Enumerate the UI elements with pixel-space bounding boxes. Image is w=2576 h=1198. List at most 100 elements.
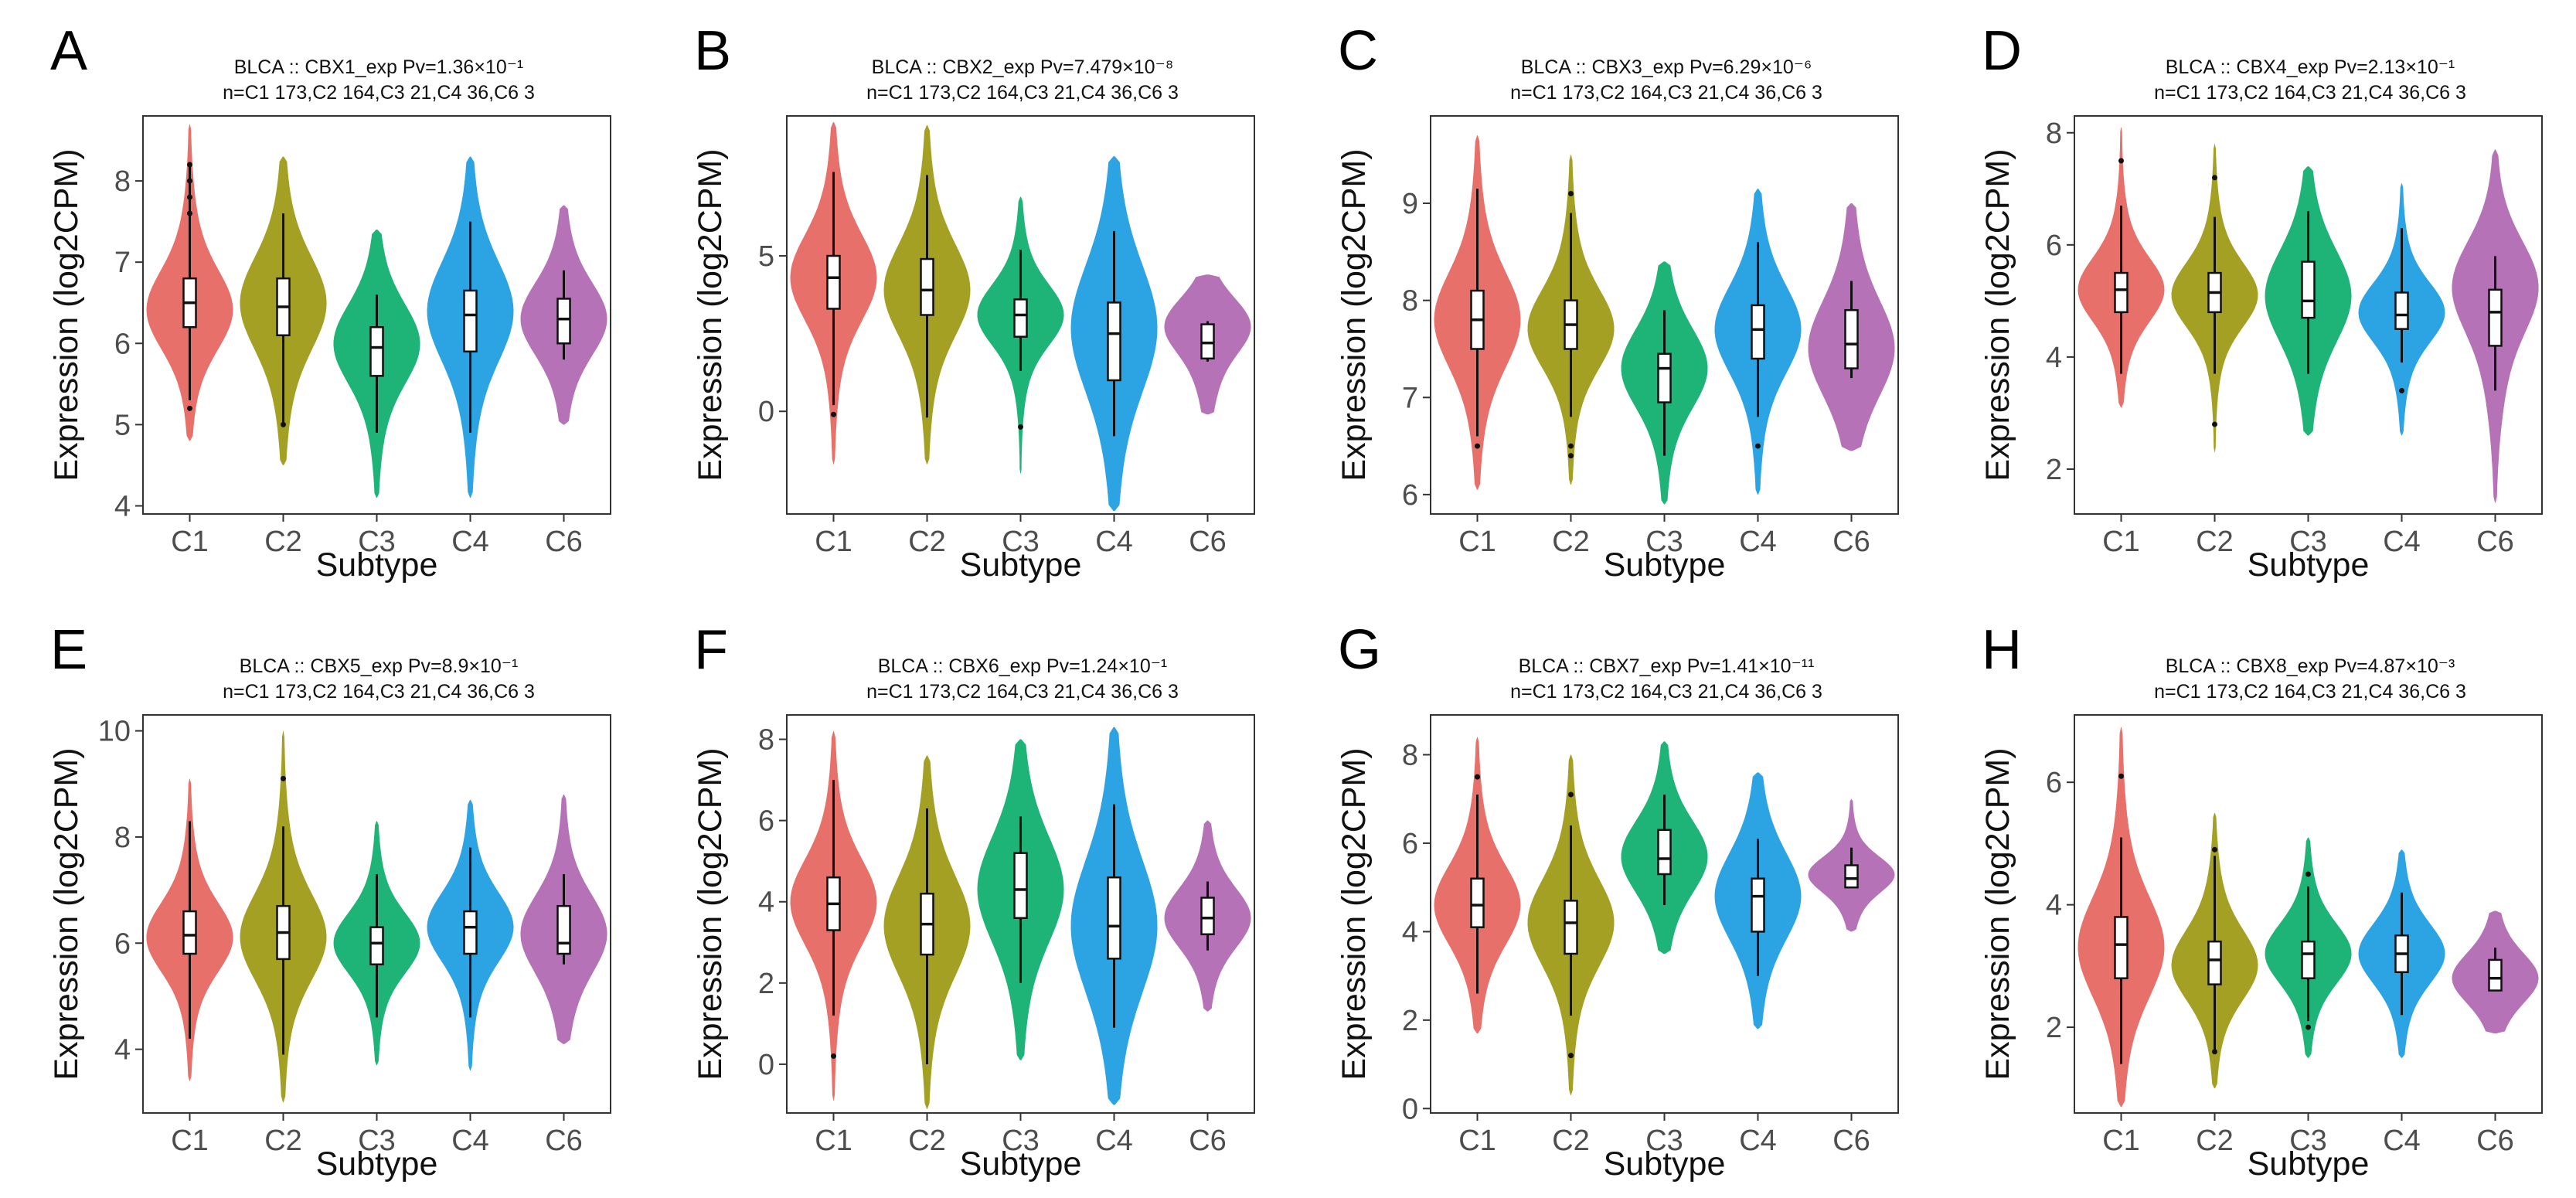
outlier-point xyxy=(187,162,192,168)
box xyxy=(1107,301,1121,382)
y-tick-label: 0 xyxy=(1402,1093,1418,1125)
chart-subtitle: n=C1 173,C2 164,C3 21,C4 36,C6 3 xyxy=(866,82,1179,104)
violin-group-c3 xyxy=(1621,741,1708,954)
violin-group-c4 xyxy=(1070,156,1158,512)
outlier-point xyxy=(1568,453,1574,459)
x-tick-label: C6 xyxy=(1189,1125,1227,1157)
box xyxy=(463,289,478,353)
x-tick-label: C2 xyxy=(2196,526,2234,558)
violin-group-c1 xyxy=(1434,737,1521,1033)
violin-group-c2 xyxy=(1527,155,1615,485)
violin-group-c6 xyxy=(2452,910,2539,1033)
y-tick-label: 7 xyxy=(1402,382,1418,414)
y-tick-label: 4 xyxy=(1402,916,1418,948)
outlier-point xyxy=(2305,1024,2311,1030)
x-tick-label: C2 xyxy=(908,1125,946,1157)
y-tick-label: 5 xyxy=(114,409,131,441)
violin-group-c3 xyxy=(1621,261,1708,505)
violin-group-c2 xyxy=(2171,144,2258,453)
violin-group-c1 xyxy=(146,124,233,441)
violin-group-c6 xyxy=(2452,149,2539,503)
violin-group-c3 xyxy=(333,230,420,498)
box xyxy=(2207,940,2222,985)
box xyxy=(1844,308,1859,369)
x-tick-label: C3 xyxy=(1645,1125,1683,1157)
box xyxy=(556,904,571,955)
plot-frame xyxy=(2074,714,2543,1114)
panel-h: H BLCA :: CBX8_exp Pv=4.87×10⁻³ n=C1 173,C… xyxy=(1931,599,2575,1198)
violin-group-c2 xyxy=(1527,754,1615,1096)
violin-group-c1 xyxy=(790,122,877,465)
violin-group-c4 xyxy=(427,156,514,498)
outlier-point xyxy=(2118,158,2124,164)
x-tick-label: C6 xyxy=(545,1125,583,1157)
plot-frame xyxy=(142,714,611,1114)
panel-label: F xyxy=(694,619,728,681)
violin-group-c3 xyxy=(977,739,1064,1060)
x-tick-label: C3 xyxy=(358,1125,396,1157)
chart-svg: H BLCA :: CBX8_exp Pv=4.87×10⁻³n=C1 173,C… xyxy=(1979,619,2543,1183)
x-tick-label: C3 xyxy=(2289,1125,2327,1157)
panel-label: G xyxy=(1338,619,1381,681)
plot-frame xyxy=(142,115,611,515)
y-tick-label: 8 xyxy=(114,165,131,198)
panel-label: D xyxy=(1982,20,2022,82)
chart-title: BLCA :: CBX8_exp Pv=4.87×10⁻³ xyxy=(2166,655,2455,677)
violin-group-c3 xyxy=(977,196,1064,474)
outlier-point xyxy=(1568,190,1574,196)
y-axis-title: Expression (log2CPM) xyxy=(1979,747,2016,1080)
box xyxy=(2114,916,2129,979)
violin-group-c4 xyxy=(2358,183,2445,436)
chart-svg: D BLCA :: CBX4_exp Pv=2.13×10⁻¹n=C1 173,C… xyxy=(1979,20,2543,584)
chart-subtitle: n=C1 173,C2 164,C3 21,C4 36,C6 3 xyxy=(1510,82,1822,104)
x-tick-label: C1 xyxy=(815,1125,852,1157)
y-tick-label: 4 xyxy=(114,1034,131,1067)
outlier-point xyxy=(187,194,192,200)
panel-label: A xyxy=(50,20,87,82)
violin-group-c1 xyxy=(790,731,877,1101)
x-axis-title: Subtype xyxy=(2248,1145,2370,1183)
y-axis-title: Expression (log2CPM) xyxy=(48,148,85,481)
y-tick-label: 4 xyxy=(114,490,131,522)
x-tick-label: C3 xyxy=(1002,526,1040,558)
x-tick-label: C4 xyxy=(2383,526,2421,558)
chart-title: BLCA :: CBX3_exp Pv=6.29×10⁻⁶ xyxy=(1521,56,1812,78)
y-tick-label: 6 xyxy=(1402,479,1418,512)
panel-label: H xyxy=(1982,619,2022,681)
x-tick-label: C2 xyxy=(264,1125,302,1157)
y-axis-title: Expression (log2CPM) xyxy=(1336,747,1373,1080)
box xyxy=(1844,864,1859,889)
y-tick-label: 8 xyxy=(114,822,131,854)
y-tick-label: 6 xyxy=(114,328,131,360)
outlier-point xyxy=(187,405,192,411)
violin-group-c2 xyxy=(883,125,971,465)
box xyxy=(2114,271,2129,314)
y-tick-label: 2 xyxy=(2046,1012,2062,1044)
y-axis-title: Expression (log2CPM) xyxy=(1979,148,2016,481)
panel-label: B xyxy=(694,20,731,82)
y-tick-label: 2 xyxy=(1402,1005,1418,1037)
violin-group-c6 xyxy=(1164,820,1251,1012)
x-axis-title: Subtype xyxy=(316,546,438,584)
x-tick-label: C3 xyxy=(358,526,396,558)
x-axis-title: Subtype xyxy=(1604,546,1726,584)
chart-svg: G BLCA :: CBX7_exp Pv=1.41×10⁻¹¹n=C1 173,… xyxy=(1336,619,1899,1183)
y-tick-label: 4 xyxy=(2046,890,2062,922)
x-tick-label: C2 xyxy=(1552,526,1590,558)
violin-group-c3 xyxy=(2265,166,2352,436)
y-tick-label: 6 xyxy=(2046,767,2062,799)
plot-frame xyxy=(786,714,1255,1114)
y-tick-label: 9 xyxy=(1402,188,1418,220)
chart-svg: C BLCA :: CBX3_exp Pv=6.29×10⁻⁶n=C1 173,C… xyxy=(1336,20,1899,584)
violin-group-c6 xyxy=(520,205,607,425)
x-tick-label: C6 xyxy=(1832,1125,1870,1157)
violin-group-c2 xyxy=(240,156,327,465)
panel-g: G BLCA :: CBX7_exp Pv=1.41×10⁻¹¹ n=C1 173,… xyxy=(1288,599,1931,1198)
x-axis-title: Subtype xyxy=(1604,1145,1726,1183)
x-tick-label: C4 xyxy=(1739,526,1777,558)
x-tick-label: C4 xyxy=(2383,1125,2421,1157)
chart-subtitle: n=C1 173,C2 164,C3 21,C4 36,C6 3 xyxy=(866,681,1179,703)
x-axis-title: Subtype xyxy=(960,546,1082,584)
box xyxy=(369,326,384,377)
y-tick-label: 0 xyxy=(758,396,774,428)
